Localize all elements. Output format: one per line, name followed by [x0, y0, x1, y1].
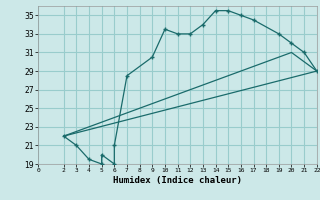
X-axis label: Humidex (Indice chaleur): Humidex (Indice chaleur)	[113, 176, 242, 185]
